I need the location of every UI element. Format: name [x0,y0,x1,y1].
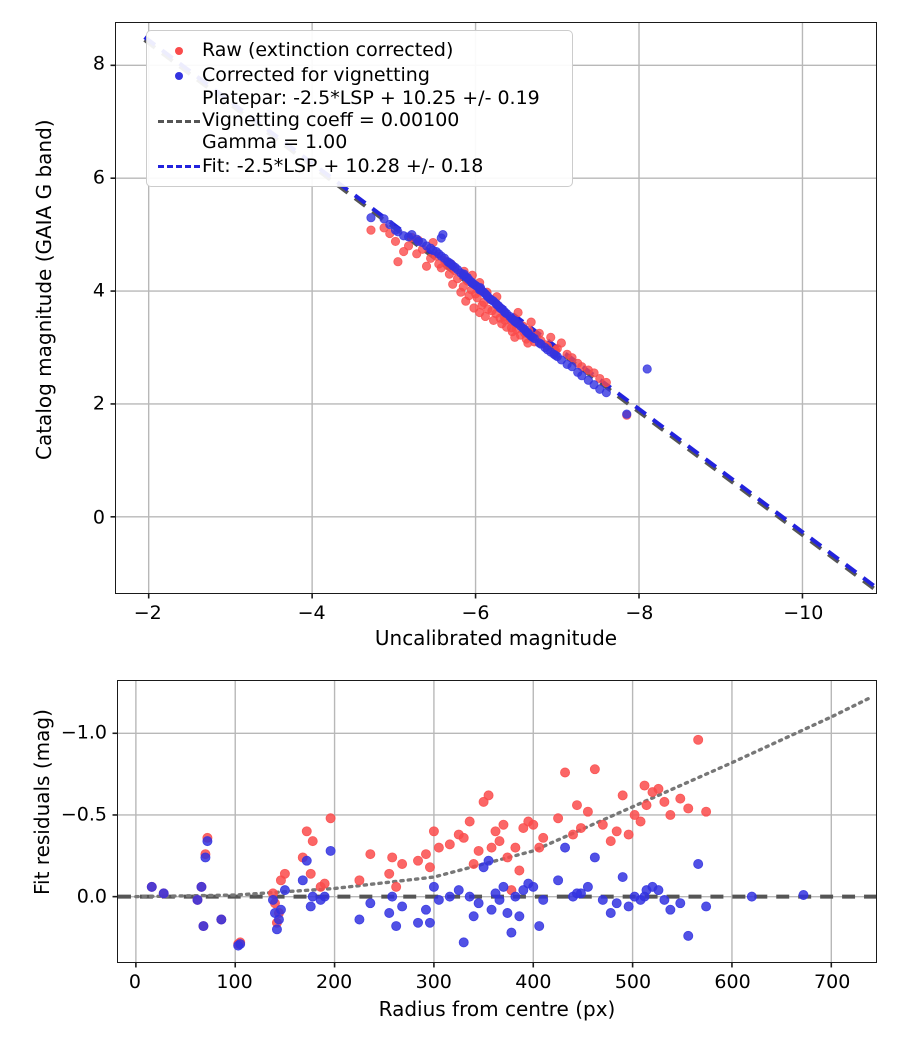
residuals-x-axis-title: Radius from centre (px) [378,997,616,1021]
main-y-axis-title: Catalog magnitude (GAIA G band) [32,119,56,460]
legend-item-platepar: Platepar: -2.5*LSP + 10.25 +/- 0.19 [156,88,561,110]
x-tick-label: −4 [297,602,326,624]
legend-label-raw: Raw (extinction corrected) [202,38,454,61]
y-tick-label: 0.0 [76,885,107,908]
x-tick-label: 700 [814,971,851,993]
legend-item-fit: Fit: -2.5*LSP + 10.28 +/- 0.18 [156,154,561,179]
x-tick-label: 200 [316,971,353,993]
legend-label-platepar: Platepar: -2.5*LSP + 10.25 +/- 0.19 [202,87,540,110]
x-tick-label: 0 [128,971,141,993]
y-tick-label: 6 [92,166,105,189]
x-tick-label: 600 [714,971,751,993]
residuals-y-axis-title: Fit residuals (mag) [30,709,54,895]
platepar-dash-icon [156,111,202,131]
legend-item-corrected: Corrected for vignetting [156,63,561,88]
main-x-axis-title: Uncalibrated magnitude [374,626,618,650]
y-tick-label: 0 [92,506,105,529]
legend-item-gamma: Gamma = 1.00 [156,132,561,154]
legend-item-vignetting: Vignetting coeff = 0.00100 [156,110,561,132]
legend-item-raw: Raw (extinction corrected) [156,38,561,63]
fit-residuals-plot-area [112,681,876,968]
legend-label-fit: Fit: -2.5*LSP + 10.28 +/- 0.18 [202,154,484,177]
y-tick-label: 8 [92,52,105,75]
y-tick-label: 4 [92,279,105,302]
x-tick-label: −6 [461,602,490,624]
platepar-no-handle [156,89,202,109]
y-tick-label: −1.0 [60,721,107,744]
x-tick-label: 300 [415,971,452,993]
fit-residuals-axes [112,680,877,968]
raw-marker-icon [156,41,202,61]
x-tick-label: 400 [515,971,552,993]
y-tick-label: 2 [92,392,105,415]
legend-label-corrected: Corrected for vignetting [202,63,430,86]
x-tick-label: −2 [133,602,162,624]
y-tick-label: −0.5 [60,803,107,826]
legend: Raw (extinction corrected) Corrected for… [146,30,573,187]
x-tick-label: −8 [625,602,654,624]
corrected-marker-icon [156,66,202,86]
x-tick-label: 500 [614,971,652,993]
x-tick-label: −10 [783,602,824,624]
gamma-no-handle [156,133,202,153]
x-tick-label: 100 [216,971,253,993]
fit-dash-icon [156,157,202,177]
legend-label-vignetting: Vignetting coeff = 0.00100 [202,109,460,132]
legend-label-gamma: Gamma = 1.00 [202,131,348,154]
